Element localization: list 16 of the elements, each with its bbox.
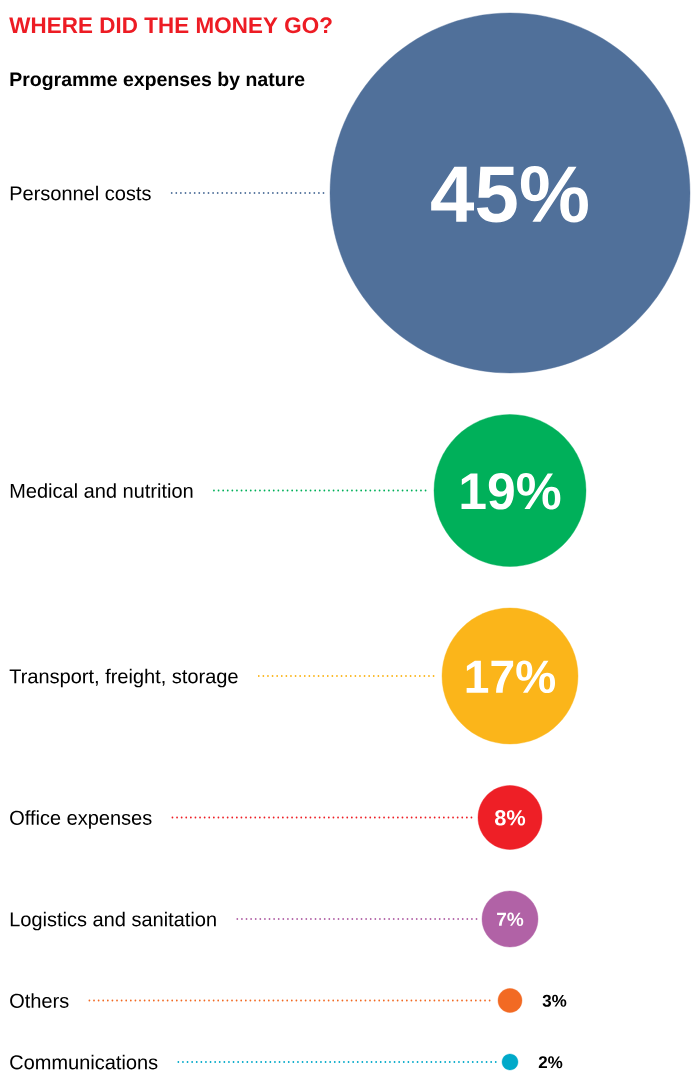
data-label: 3% (542, 994, 567, 1007)
text: WHERE DID THE MONEY GO? (9, 17, 332, 34)
category-label: Logistics and sanitation (10, 911, 216, 931)
category-label: Office expenses (10, 810, 152, 829)
category-label: Transport, freight, storage (9, 668, 238, 688)
category-label: Others (10, 993, 69, 1008)
data-label: 7% (497, 912, 524, 926)
category-label: Communications (10, 1054, 158, 1070)
category-label: Personnel costs (10, 185, 151, 201)
data-label: 8% (494, 810, 526, 826)
data-label: 45% (431, 166, 588, 223)
category-label: Medical and nutrition (10, 483, 193, 498)
data-label: 17% (466, 660, 556, 693)
text: Programme expenses by nature (10, 71, 305, 91)
data-label: 19% (461, 473, 561, 510)
data-label: 2% (538, 1056, 563, 1069)
